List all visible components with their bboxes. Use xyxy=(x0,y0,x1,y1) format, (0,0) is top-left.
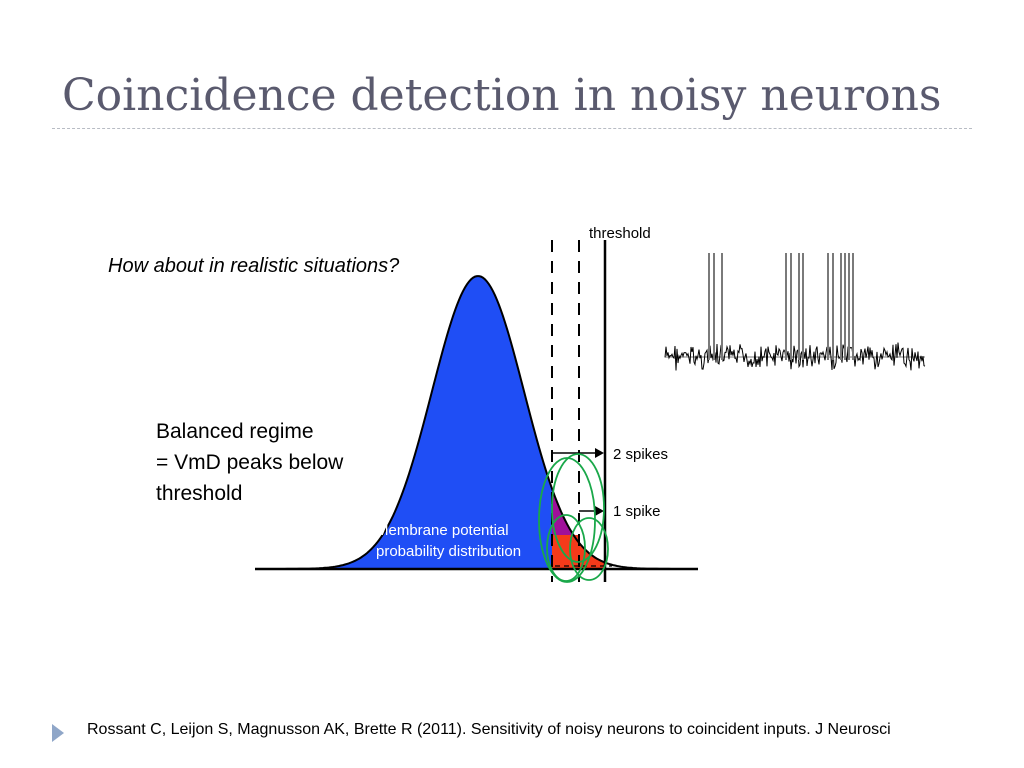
citation-text: Rossant C, Leijon S, Magnusson AK, Brett… xyxy=(87,721,891,738)
two-spikes-arrowhead xyxy=(595,448,604,458)
two-spikes-label: 2 spikes xyxy=(613,446,668,463)
regime-line-3: threshold xyxy=(156,482,243,505)
regime-text: Balanced regime = VmD peaks below thresh… xyxy=(156,416,343,509)
input-circle-3 xyxy=(546,514,586,582)
regime-line-2: = VmD peaks below xyxy=(156,451,344,474)
voltage-trace xyxy=(664,253,926,371)
regime-line-1: Balanced regime xyxy=(156,420,314,443)
one-spike-region xyxy=(552,535,605,569)
trace-spikes xyxy=(708,253,854,360)
input-circles xyxy=(538,453,609,583)
one-spike-arrowhead xyxy=(595,506,604,516)
title-divider xyxy=(52,128,972,129)
input-circle-4 xyxy=(569,517,609,581)
input-circle-2 xyxy=(551,453,605,563)
question-text: How about in realistic situations? xyxy=(108,255,400,277)
distribution-body xyxy=(255,276,552,569)
one-spike-label: 1 spike xyxy=(613,503,661,520)
threshold-label: threshold xyxy=(589,225,651,242)
triangle-right-icon xyxy=(52,724,64,742)
trace-signal xyxy=(664,341,926,371)
slide-title: Coincidence detection in noisy neurons xyxy=(62,70,942,121)
distribution-label-line-1: Membrane potential xyxy=(376,522,509,539)
distribution-curve xyxy=(255,275,698,570)
distribution-label-line-2: probability distribution xyxy=(376,543,521,560)
